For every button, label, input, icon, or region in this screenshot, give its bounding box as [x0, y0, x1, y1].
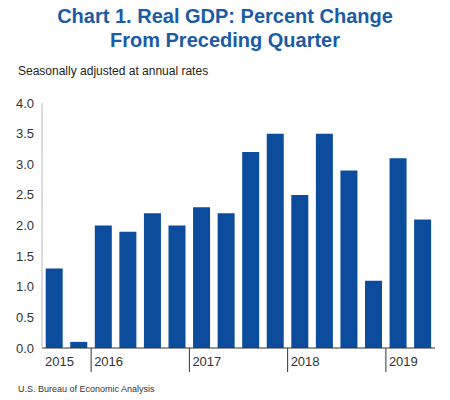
svg-text:2016: 2016: [94, 354, 123, 369]
svg-text:1.5: 1.5: [16, 249, 34, 264]
html-text:Seasonally adjusted at annual: Seasonally adjusted at annual rates: [18, 64, 209, 78]
svg-text:3.5: 3.5: [16, 126, 34, 141]
svg-text:2017: 2017: [192, 354, 221, 369]
svg-text:0.5: 0.5: [16, 310, 34, 325]
svg-text:4.0: 4.0: [16, 96, 34, 111]
svg-text:3.0: 3.0: [16, 157, 34, 172]
svg-text:0.0: 0.0: [16, 341, 34, 356]
svg-text:2.5: 2.5: [16, 187, 34, 202]
svg-text:2.0: 2.0: [16, 218, 34, 233]
html-text:Chart 1. Real GDP: Percent Cha: Chart 1. Real GDP: Percent Change From P…: [57, 5, 393, 51]
html-text:U.S. Bureau of Economic Analys: U.S. Bureau of Economic Analysis: [18, 384, 155, 394]
svg-text:2019: 2019: [389, 354, 418, 369]
svg-text:2018: 2018: [291, 354, 320, 369]
svg-text:2015: 2015: [45, 354, 74, 369]
svg-text:1.0: 1.0: [16, 279, 34, 294]
